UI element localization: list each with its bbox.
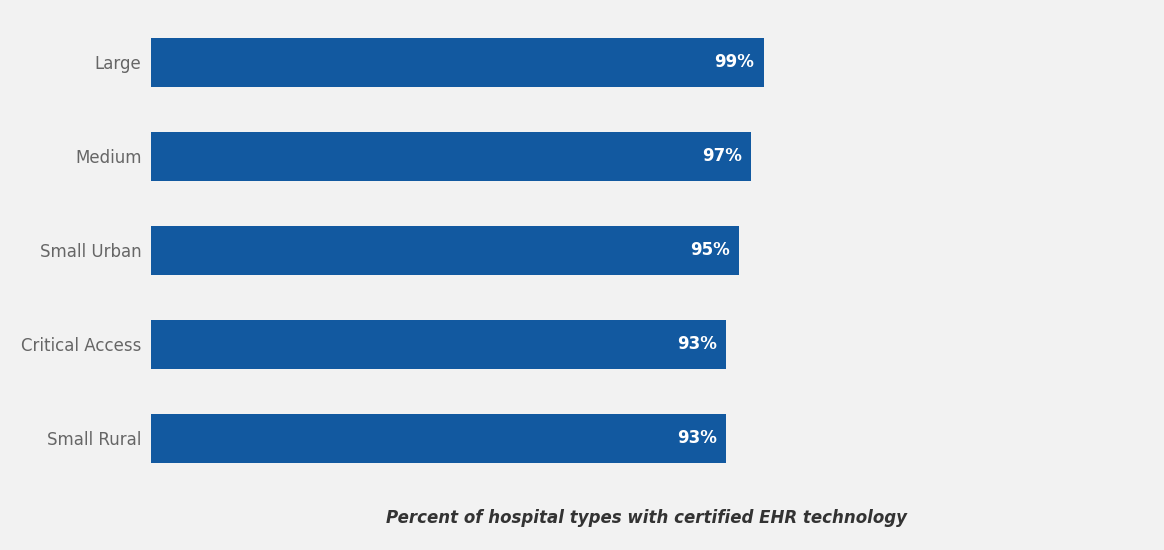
Text: 93%: 93% — [677, 430, 717, 447]
Bar — [151, 132, 751, 180]
X-axis label: Percent of hospital types with certified EHR technology: Percent of hospital types with certified… — [385, 509, 907, 527]
Bar — [151, 38, 764, 87]
Text: 93%: 93% — [677, 336, 717, 353]
Bar — [151, 226, 739, 274]
Bar — [151, 414, 726, 463]
Text: 99%: 99% — [715, 53, 754, 71]
Text: 95%: 95% — [690, 241, 730, 259]
Bar — [151, 320, 726, 368]
Text: 97%: 97% — [702, 147, 741, 165]
